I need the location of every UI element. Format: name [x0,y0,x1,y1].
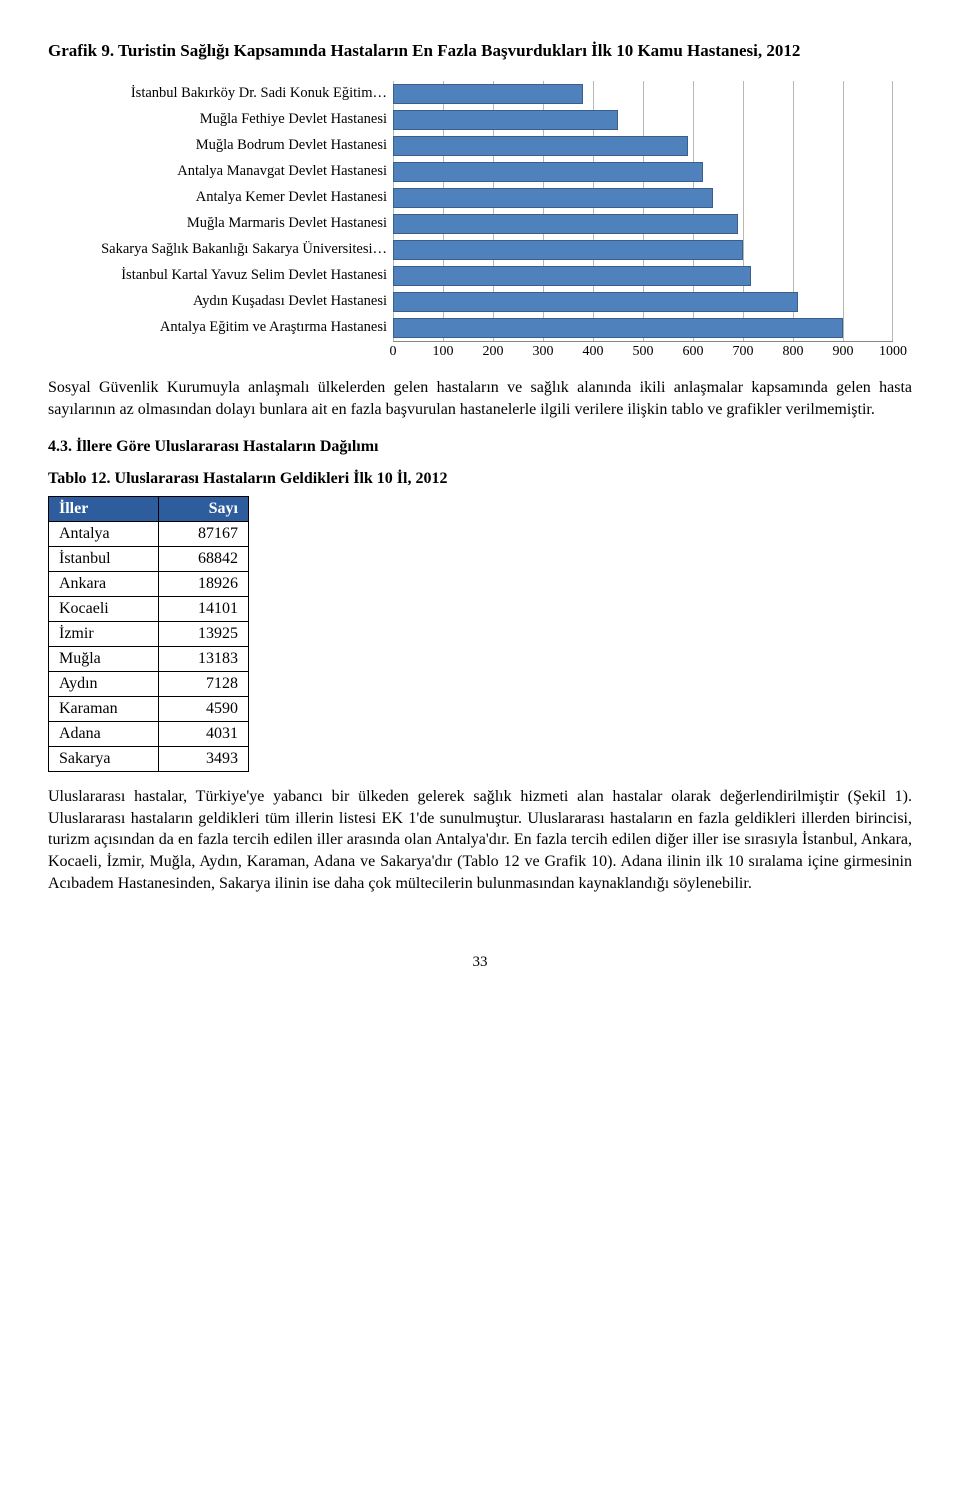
chart-tick: 100 [433,344,454,360]
chart-plot [393,315,893,341]
table-cell: Aydın [49,672,159,697]
chart-row: Antalya Eğitim ve Araştırma Hastanesi [58,315,912,341]
table-cell: 18926 [159,572,249,597]
chart-bar-label: Muğla Fethiye Devlet Hastanesi [58,111,393,128]
table-row: İstanbul68842 [49,547,249,572]
table-cell: 7128 [159,672,249,697]
table-cell: 4590 [159,697,249,722]
bar-chart: İstanbul Bakırköy Dr. Sadi Konuk Eğitim…… [58,81,912,363]
chart-plot [393,185,893,211]
chart-tick: 0 [390,344,397,360]
chart-tick: 300 [533,344,554,360]
table-cell: 13925 [159,622,249,647]
chart-row: Antalya Manavgat Devlet Hastanesi [58,159,912,185]
table-caption: Tablo 12. Uluslararası Hastaların Geldik… [48,470,912,488]
table-cell: 87167 [159,522,249,547]
chart-bar [393,136,688,156]
chart-bar-label: Sakarya Sağlık Bakanlığı Sakarya Ünivers… [58,241,393,258]
table-cell: Kocaeli [49,597,159,622]
section-heading: 4.3. İllere Göre Uluslararası Hastaların… [48,438,912,456]
chart-row: Muğla Bodrum Devlet Hastanesi [58,133,912,159]
table-row: Muğla13183 [49,647,249,672]
chart-tick: 900 [833,344,854,360]
chart-bar-label: Antalya Manavgat Devlet Hastanesi [58,163,393,180]
table-row: Aydın7128 [49,672,249,697]
table-cell: 13183 [159,647,249,672]
chart-bar-label: Aydın Kuşadası Devlet Hastanesi [58,293,393,310]
chart-tick: 800 [783,344,804,360]
chart-plot [393,107,893,133]
table-header-cell: Sayı [159,497,249,522]
chart-tick: 500 [633,344,654,360]
chart-bar-label: Muğla Bodrum Devlet Hastanesi [58,137,393,154]
chart-tick: 1000 [879,344,907,360]
chart-row: Sakarya Sağlık Bakanlığı Sakarya Ünivers… [58,237,912,263]
table-row: Antalya87167 [49,522,249,547]
table-row: Karaman4590 [49,697,249,722]
chart-bar [393,188,713,208]
chart-tick: 600 [683,344,704,360]
chart-tick: 200 [483,344,504,360]
table-row: Sakarya3493 [49,747,249,772]
chart-x-axis: 01002003004005006007008009001000 [393,341,893,363]
chart-plot [393,263,893,289]
chart-bar [393,214,738,234]
chart-plot [393,237,893,263]
table-row: Ankara18926 [49,572,249,597]
table-cell: Adana [49,722,159,747]
chart-tick: 400 [583,344,604,360]
table-cell: Ankara [49,572,159,597]
chart-row: Muğla Fethiye Devlet Hastanesi [58,107,912,133]
data-table: İllerSayıAntalya87167İstanbul68842Ankara… [48,496,249,772]
chart-row: İstanbul Kartal Yavuz Selim Devlet Hasta… [58,263,912,289]
table-cell: 4031 [159,722,249,747]
chart-row: Aydın Kuşadası Devlet Hastanesi [58,289,912,315]
chart-tick: 700 [733,344,754,360]
table-cell: Muğla [49,647,159,672]
table-cell: 3493 [159,747,249,772]
paragraph-1: Sosyal Güvenlik Kurumuyla anlaşmalı ülke… [48,377,912,420]
chart-bar [393,240,743,260]
chart-plot [393,133,893,159]
chart-bar [393,162,703,182]
chart-bar-label: İstanbul Bakırköy Dr. Sadi Konuk Eğitim… [58,85,393,102]
chart-plot [393,159,893,185]
table-row: Kocaeli14101 [49,597,249,622]
chart-bar [393,110,618,130]
chart-bar-label: İstanbul Kartal Yavuz Selim Devlet Hasta… [58,267,393,284]
chart-row: İstanbul Bakırköy Dr. Sadi Konuk Eğitim… [58,81,912,107]
chart-bar-label: Antalya Eğitim ve Araştırma Hastanesi [58,319,393,336]
table-row: İzmir13925 [49,622,249,647]
table-cell: Sakarya [49,747,159,772]
table-cell: İzmir [49,622,159,647]
chart-plot [393,289,893,315]
chart-bar-label: Muğla Marmaris Devlet Hastanesi [58,215,393,232]
chart-bar [393,266,751,286]
chart-row: Antalya Kemer Devlet Hastanesi [58,185,912,211]
paragraph-2: Uluslararası hastalar, Türkiye'ye yabanc… [48,786,912,894]
table-cell: İstanbul [49,547,159,572]
chart-bar [393,318,843,338]
table-cell: 14101 [159,597,249,622]
table-header-cell: İller [49,497,159,522]
table-cell: Antalya [49,522,159,547]
table-cell: Karaman [49,697,159,722]
chart-plot [393,81,893,107]
table-row: Adana4031 [49,722,249,747]
table-cell: 68842 [159,547,249,572]
chart-bar [393,84,583,104]
chart-title: Grafik 9. Turistin Sağlığı Kapsamında Ha… [48,40,912,63]
chart-plot [393,211,893,237]
chart-bar-label: Antalya Kemer Devlet Hastanesi [58,189,393,206]
chart-row: Muğla Marmaris Devlet Hastanesi [58,211,912,237]
chart-bar [393,292,798,312]
page-number: 33 [48,954,912,971]
